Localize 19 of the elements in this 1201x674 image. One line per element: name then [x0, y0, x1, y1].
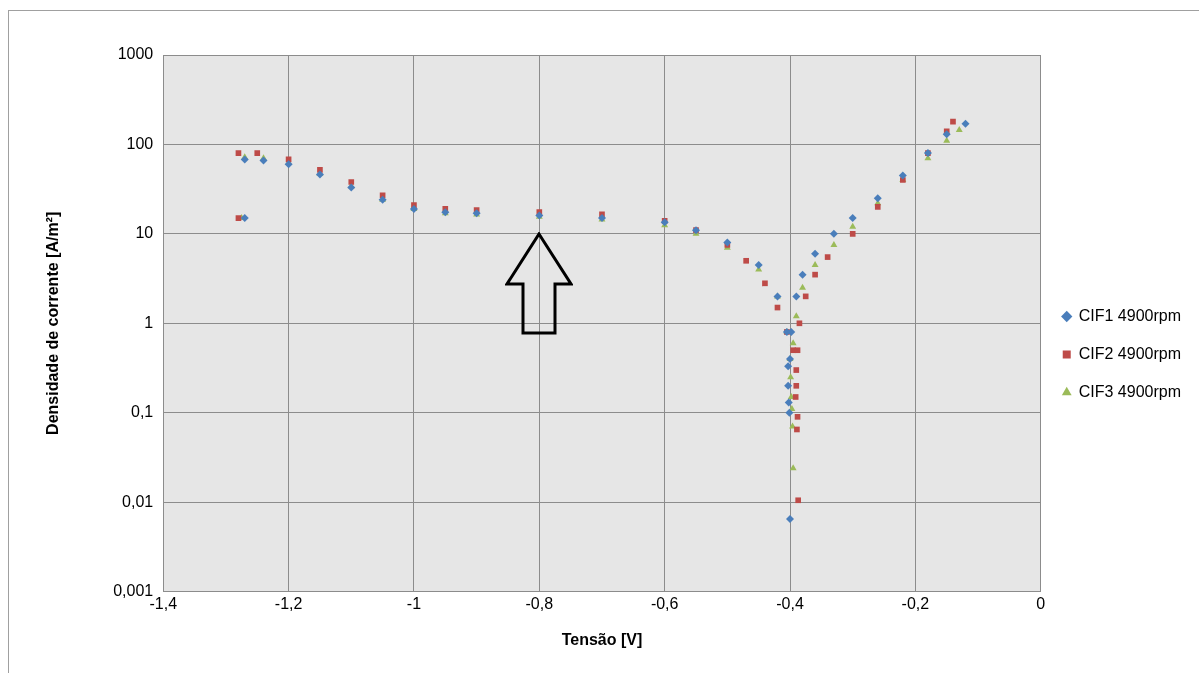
legend-label: CIF3 4900rpm	[1078, 382, 1181, 400]
x-tick-label: -0,8	[525, 594, 554, 612]
y-tick-label: 1	[144, 313, 154, 331]
legend-label: CIF1 4900rpm	[1078, 306, 1181, 324]
y-tick-label: 10	[135, 224, 154, 242]
x-tick-label: -0,2	[901, 594, 930, 612]
y-tick-label: 100	[126, 134, 154, 152]
legend-label: CIF2 4900rpm	[1078, 344, 1181, 362]
y-tick-label: 1000	[117, 45, 154, 63]
y-tick-label: 0,001	[113, 582, 154, 600]
x-tick-label: -0,6	[650, 594, 679, 612]
y-axis-title: Densidade de corrente [A/m²]	[44, 211, 62, 435]
y-tick-label: 0,1	[130, 403, 154, 421]
x-tick-label: -1	[406, 594, 422, 612]
x-axis-title: Tensão [V]	[561, 630, 643, 648]
y-tick-label: 0,01	[122, 492, 154, 510]
x-tick-label: -0,4	[776, 594, 804, 612]
x-tick-label: 0	[1036, 594, 1046, 612]
x-tick-label: -1,2	[274, 594, 303, 612]
